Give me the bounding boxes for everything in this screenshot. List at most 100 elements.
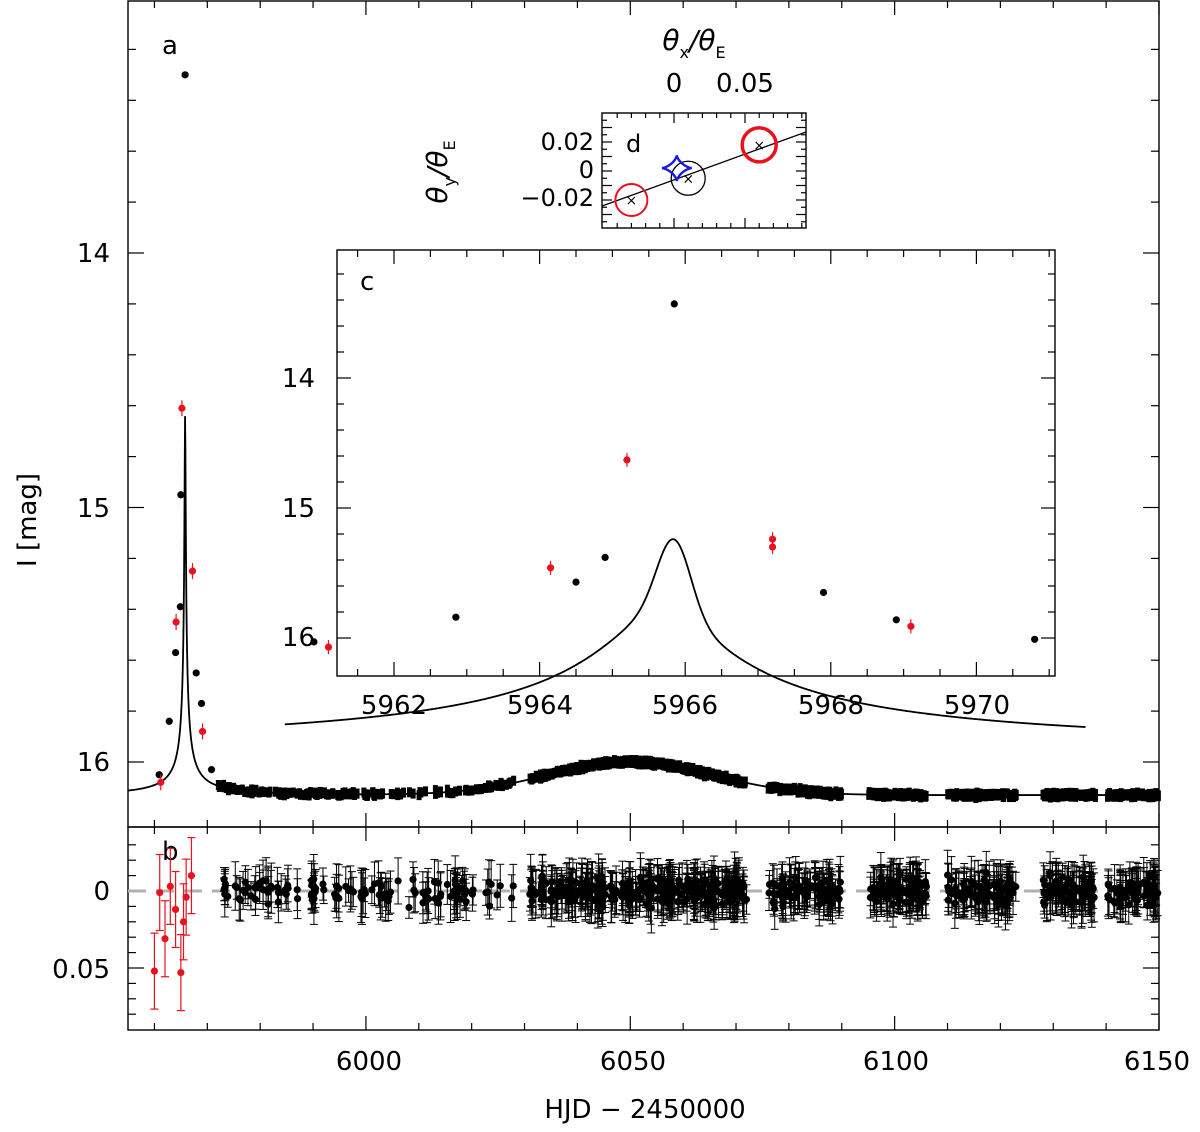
panel-b-point: [1043, 895, 1050, 902]
panel-b-point: [648, 904, 655, 911]
panel-b-point: [294, 895, 301, 902]
panel-a-baseline-point: [654, 760, 659, 770]
panel-b-point: [636, 885, 643, 892]
panel-a-baseline-point: [330, 788, 335, 798]
panel-a-baseline-point: [705, 769, 710, 779]
panel-a-baseline-point: [993, 789, 998, 799]
panel-a-baseline-point: [479, 784, 484, 794]
panel-b-point: [659, 884, 666, 891]
panel-a-baseline-point: [631, 757, 636, 767]
panel-b-point: [684, 878, 691, 885]
panel-b-point: [497, 882, 504, 889]
panel-b-point: [788, 882, 795, 889]
panel-b-point: [916, 879, 923, 886]
panel-b-point: [708, 882, 715, 889]
panel-b-point: [553, 892, 560, 899]
panel-a-point-black: [177, 491, 184, 498]
panel-b-point: [308, 890, 315, 897]
panel-b-point: [569, 878, 576, 885]
panel-a-baseline-point: [998, 789, 1003, 799]
panel-a-baseline-point: [438, 786, 443, 796]
panel-a-baseline-point: [723, 772, 728, 782]
panel-a-baseline-point: [449, 788, 454, 798]
panel-a-baseline-point: [574, 764, 579, 774]
panel-b-point: [792, 875, 799, 882]
xtick-6050: 6050: [600, 1047, 666, 1077]
panel-a-point-red: [199, 728, 206, 735]
panel-a-baseline-point: [773, 782, 778, 792]
panel-b-points: [150, 838, 1161, 1011]
panel-b-point: [878, 887, 885, 894]
panel-b-frame: [128, 827, 1159, 1030]
panel-a-point-black: [198, 700, 205, 707]
panel-a-baseline-point: [1154, 789, 1159, 799]
panel-b-point: [320, 886, 327, 893]
panel-b-point: [837, 879, 844, 886]
panel-b-point: [237, 896, 244, 903]
panel-b-point: [1052, 878, 1059, 885]
panel-a-point-red: [157, 779, 164, 786]
panel-a-baseline-point: [326, 790, 331, 800]
panel-a-baseline-point: [579, 764, 584, 774]
panel-b-point: [559, 883, 566, 890]
panel-a-baseline-point: [266, 788, 271, 798]
panel-a-baseline-point: [911, 790, 916, 800]
panel-a-baseline-point: [697, 767, 702, 777]
panel-a-baseline-point: [529, 775, 534, 785]
panel-a-baseline-point: [983, 791, 988, 801]
panel-a-baseline-point: [730, 774, 735, 784]
panel-b-point: [1053, 888, 1060, 895]
panel-b-point: [819, 879, 826, 886]
panel-b-point: [488, 881, 495, 888]
panel-a-baseline-point: [417, 790, 422, 800]
panel-b-point: [285, 885, 292, 892]
panel-b-point: [578, 891, 585, 898]
panel-a-baseline-point: [978, 789, 983, 799]
panel-a-point-red: [178, 405, 185, 412]
panel-a-baseline-point: [257, 787, 262, 797]
panel-a-baseline-point: [1108, 791, 1113, 801]
panel-a-baseline-point: [312, 788, 317, 798]
panel-b-point: [1047, 886, 1054, 893]
panel-b-point: [893, 880, 900, 887]
panel-b-point: [510, 882, 517, 889]
panel-b-point: [444, 881, 451, 888]
panel-a-baseline-point: [242, 787, 247, 797]
panel-a-baseline-point: [807, 789, 812, 799]
panel-a-baseline-point: [395, 790, 400, 800]
panel-a-point-black: [208, 766, 215, 773]
panel-a-baseline-point: [838, 788, 843, 798]
xtick-6150: 6150: [1124, 1047, 1190, 1077]
panel-b-point: [494, 891, 501, 898]
panel-a-point-black: [166, 718, 173, 725]
panel-b-point: [508, 894, 515, 901]
panel-b-point: [378, 882, 385, 889]
panel-b-point: [799, 887, 806, 894]
xtick-6000: 6000: [336, 1047, 402, 1077]
panel-b-point: [529, 891, 536, 898]
panel-a-baseline-point: [346, 789, 351, 799]
panel-b-point: [811, 882, 818, 889]
panel-b-point: [828, 885, 835, 892]
panel-a-baseline-point: [595, 760, 600, 770]
panel-b-point: [821, 891, 828, 898]
panel-b-point: [394, 877, 401, 884]
panel-a-baseline-point: [423, 786, 428, 796]
panel-a-baseline-point: [606, 758, 611, 768]
panel-a-baseline-point: [1121, 790, 1126, 800]
panel-a-baseline-point: [489, 782, 494, 792]
panel-b-point: [979, 896, 986, 903]
panel-a-baseline-point: [966, 792, 971, 802]
panel-a-baseline-point: [370, 787, 375, 797]
panel-b-point: [484, 888, 491, 895]
panel-b-point: [645, 871, 652, 878]
panel-a-baseline-point: [508, 777, 513, 787]
panel-a-model-curve: [128, 416, 1159, 795]
panel-a-baseline-point: [712, 771, 717, 781]
panel-a-baseline-point: [563, 765, 568, 775]
panel-b-point: [437, 891, 444, 898]
panel-b-point: [242, 879, 249, 886]
panel-b-point: [998, 888, 1005, 895]
panel-a-baseline-point: [803, 784, 808, 794]
